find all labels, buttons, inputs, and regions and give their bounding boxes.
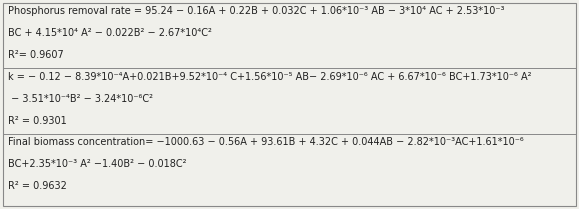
Text: Phosphorus removal rate = 95.24 − 0.16A + 0.22B + 0.032C + 1.06*10⁻³ AB − 3*10⁴ : Phosphorus removal rate = 95.24 − 0.16A …: [8, 6, 504, 16]
Text: k = − 0.12 − 8.39*10⁻⁴A+0.021B+9.52*10⁻⁴ C+1.56*10⁻⁵ AB− 2.69*10⁻⁶ AC + 6.67*10⁻: k = − 0.12 − 8.39*10⁻⁴A+0.021B+9.52*10⁻⁴…: [8, 72, 532, 82]
Text: − 3.51*10⁻⁴B² − 3.24*10⁻⁶C²: − 3.51*10⁻⁴B² − 3.24*10⁻⁶C²: [8, 94, 153, 104]
Text: BC+2.35*10⁻³ A² −1.40B² − 0.018C²: BC+2.35*10⁻³ A² −1.40B² − 0.018C²: [8, 159, 186, 169]
Text: R² = 0.9301: R² = 0.9301: [8, 116, 67, 126]
Text: Final biomass concentration= −1000.63 − 0.56A + 93.61B + 4.32C + 0.044AB − 2.82*: Final biomass concentration= −1000.63 − …: [8, 138, 524, 147]
Text: BC + 4.15*10⁴ A² − 0.022B² − 2.67*10⁴C²: BC + 4.15*10⁴ A² − 0.022B² − 2.67*10⁴C²: [8, 28, 212, 38]
Text: R²= 0.9607: R²= 0.9607: [8, 50, 64, 60]
Text: R² = 0.9632: R² = 0.9632: [8, 181, 67, 191]
